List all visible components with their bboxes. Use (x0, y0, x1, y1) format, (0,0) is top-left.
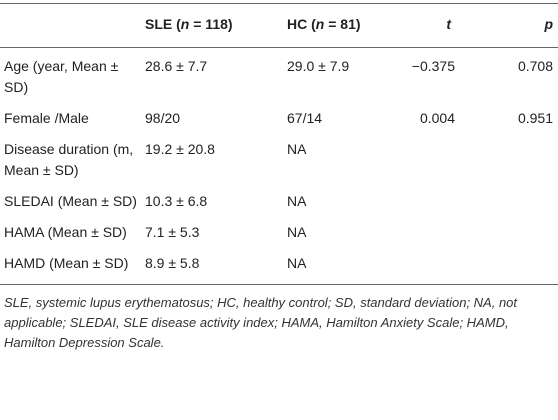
table-cell: NA (287, 255, 307, 271)
header-text: SLE ( (145, 16, 181, 32)
table-cell (479, 134, 558, 186)
table-cell: 98/20 (145, 110, 181, 126)
header-cell (0, 4, 141, 48)
header-text: p (544, 16, 553, 32)
header-text: = 118) (189, 16, 233, 32)
header-text: n (180, 16, 190, 32)
table-cell: SLEDAI (Mean ± SD) (4, 193, 137, 209)
table-cell: 0.708 (517, 58, 553, 74)
table-cell: HAMA (Mean ± SD) (4, 224, 127, 240)
table-cell (479, 248, 558, 285)
table-cell: NA (287, 193, 307, 209)
table-cell: Female /Male (4, 110, 89, 126)
header-text: n (315, 16, 325, 32)
table-row: Female /Male 98/20 67/14 0.004 0.951 (0, 103, 558, 134)
table-cell: 8.9 ± 5.8 (145, 255, 200, 271)
header-text: t (446, 16, 451, 32)
table-cell: 10.3 ± 6.8 (145, 193, 208, 209)
table-cell: NA (287, 141, 307, 157)
header-cell: p (479, 4, 558, 48)
table-cell: −0.375 (411, 58, 455, 74)
table-row: HAMD (Mean ± SD) 8.9 ± 5.8 NA (0, 248, 558, 285)
table-cell (404, 186, 479, 217)
table-row: SLEDAI (Mean ± SD) 10.3 ± 6.8 NA (0, 186, 558, 217)
table-row: Disease duration (m, Mean ± SD) 19.2 ± 20… (0, 134, 558, 186)
table-cell (404, 248, 479, 285)
table-cell: 19.2 ± 20.8 (145, 141, 215, 157)
table-cell: 7.1 ± 5.3 (145, 224, 200, 240)
table-cell: 29.0 ± 7.9 (287, 58, 350, 74)
table-cell: 28.6 ± 7.7 (145, 58, 208, 74)
table-cell: 0.951 (517, 110, 553, 126)
table-cell (479, 217, 558, 248)
table-cell: Age (year, Mean ± SD) (4, 58, 119, 95)
table-cell (404, 134, 479, 186)
table-cell: 67/14 (287, 110, 323, 126)
header-row: SLE (n = 118) HC (n = 81) t p (0, 3, 558, 48)
table-cell: Disease duration (m, Mean ± SD) (4, 141, 134, 178)
table-figure: SLE (n = 118) HC (n = 81) t p Age (year, Me… (0, 3, 558, 420)
table-row: HAMA (Mean ± SD) 7.1 ± 5.3 NA (0, 217, 558, 248)
header-cell: HC (n = 81) (283, 4, 404, 48)
data-table: SLE (n = 118) HC (n = 81) t p Age (year, Me… (0, 3, 558, 285)
header-text: = 81) (324, 16, 361, 32)
header-cell: t (404, 4, 479, 48)
table-cell: 0.004 (419, 110, 455, 126)
footnote: SLE, systemic lupus erythematosus; HC, h… (4, 295, 518, 350)
table-cell: NA (287, 224, 307, 240)
table-cell (479, 186, 558, 217)
header-cell: SLE (n = 118) (141, 4, 283, 48)
table-body: Age (year, Mean ± SD) 28.6 ± 7.7 29.0 ± 7.… (0, 48, 558, 285)
header-text: HC ( (287, 16, 316, 32)
table-cell: HAMD (Mean ± SD) (4, 255, 129, 271)
table-cell (404, 217, 479, 248)
page: {"table": { "header": [[], ["SLE (", "n"… (0, 3, 558, 420)
table-row: Age (year, Mean ± SD) 28.6 ± 7.7 29.0 ± 7.… (0, 48, 558, 104)
